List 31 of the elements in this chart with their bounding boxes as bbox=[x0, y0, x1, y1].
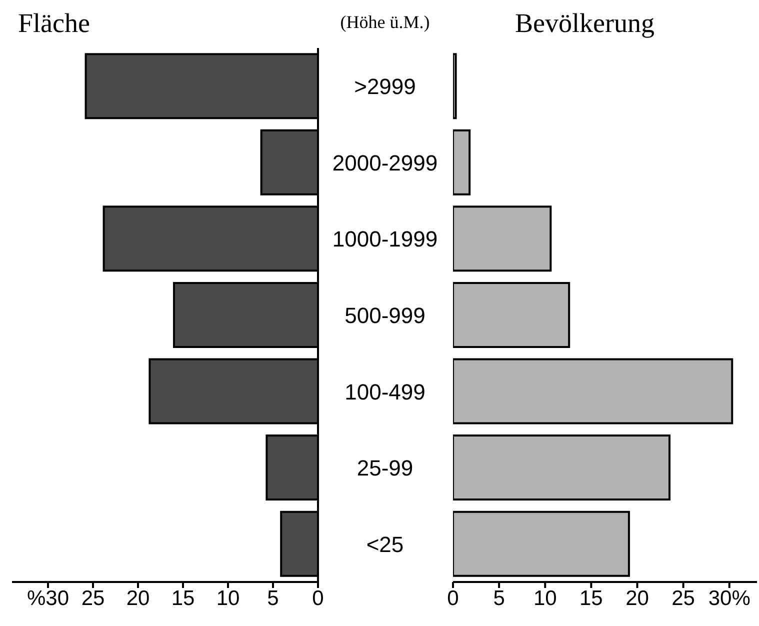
bar bbox=[453, 282, 570, 348]
x-tick-label: 5 bbox=[267, 586, 279, 610]
y-tick-label: >2999 bbox=[354, 74, 416, 100]
y-tick-label: <25 bbox=[366, 532, 404, 557]
x-tick-label: 5 bbox=[493, 586, 505, 610]
x-tick-label: 25 bbox=[672, 586, 695, 610]
bar bbox=[453, 53, 457, 120]
x-tick-label: 0 bbox=[447, 586, 459, 610]
x-tick-label: 30% bbox=[708, 586, 750, 610]
x-tick-label: 15 bbox=[580, 586, 603, 610]
bar bbox=[453, 510, 630, 577]
x-tick-label: 10 bbox=[533, 586, 557, 610]
bar bbox=[453, 206, 552, 272]
x-tick-label: 20 bbox=[626, 586, 649, 610]
x-tick-label: 25 bbox=[81, 586, 105, 610]
chart-title: Bevölkerung bbox=[515, 8, 654, 39]
bar bbox=[453, 358, 734, 424]
bar bbox=[453, 129, 471, 196]
x-tick-label: 0 bbox=[312, 586, 324, 610]
y-tick-label: 2000-2999 bbox=[332, 150, 438, 176]
y-tick-label: 1000-1999 bbox=[332, 226, 438, 252]
y-tick-label: 25-99 bbox=[356, 456, 414, 481]
x-tick-label: 10 bbox=[216, 586, 240, 610]
y-tick-label: 500-999 bbox=[344, 303, 426, 328]
x-tick-label: %30 bbox=[26, 586, 70, 610]
chart-title: Fläche bbox=[18, 8, 90, 39]
y-tick-label: 100-499 bbox=[344, 379, 426, 404]
y-axis-title: (Höhe ü.M.) bbox=[339, 12, 431, 33]
x-tick-label: 20 bbox=[126, 586, 150, 610]
x-tick-label: 15 bbox=[171, 586, 195, 610]
bar bbox=[453, 434, 670, 501]
